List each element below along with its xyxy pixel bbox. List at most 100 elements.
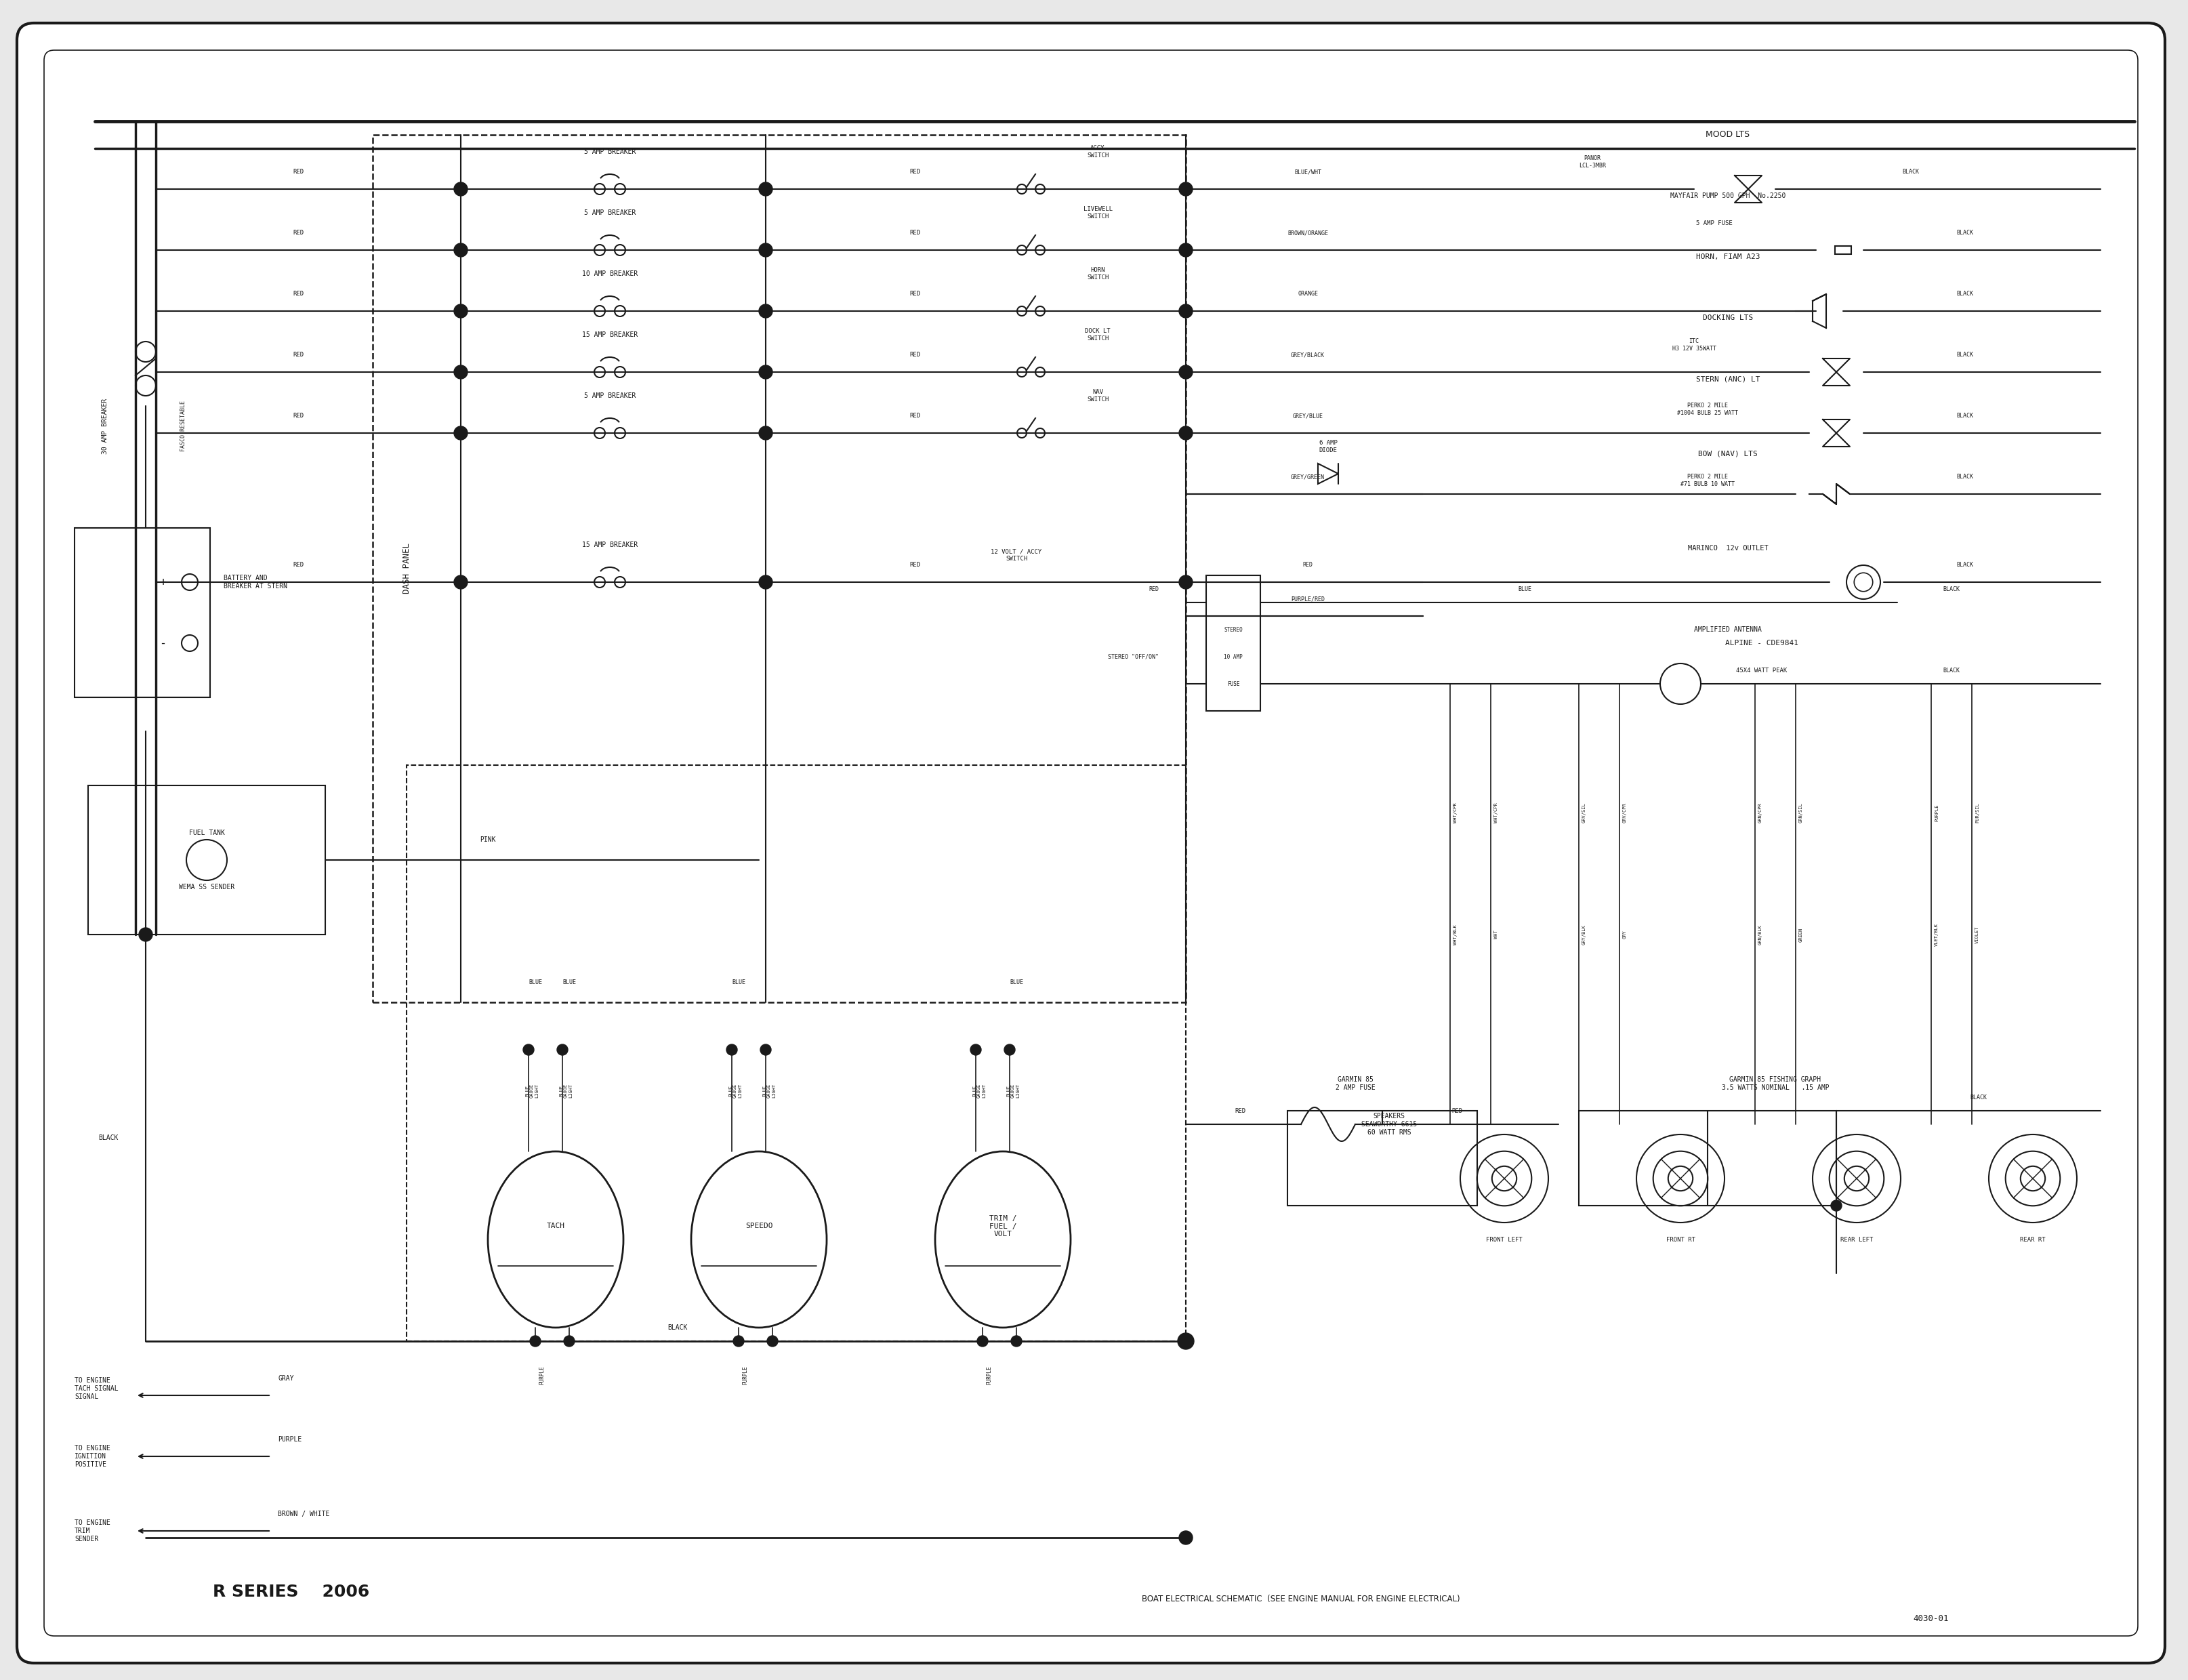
- Text: BOW (NAV) LTS: BOW (NAV) LTS: [1698, 450, 1757, 457]
- Text: GRAY: GRAY: [278, 1374, 293, 1383]
- Text: HORN, FIAM A23: HORN, FIAM A23: [1696, 254, 1759, 260]
- Text: REAR LEFT: REAR LEFT: [1840, 1236, 1873, 1243]
- Text: DASH PANEL: DASH PANEL: [403, 543, 411, 595]
- Bar: [1206, 575, 1260, 711]
- Text: PURPLE: PURPLE: [1934, 805, 1939, 822]
- Text: RED: RED: [910, 563, 921, 568]
- Text: BLUE
GAUGE
LIGHT: BLUE GAUGE LIGHT: [729, 1084, 742, 1097]
- Circle shape: [1831, 1200, 1842, 1211]
- Text: RED: RED: [293, 230, 304, 237]
- Bar: [1287, 1110, 1477, 1206]
- Text: PURPLE/RED: PURPLE/RED: [1291, 596, 1324, 601]
- Text: ALPINE - CDE9841: ALPINE - CDE9841: [1724, 640, 1799, 647]
- Text: 5 AMP BREAKER: 5 AMP BREAKER: [584, 210, 637, 217]
- Text: WHT/CPR: WHT/CPR: [1494, 803, 1499, 823]
- Text: BLUE
GAUGE
LIGHT: BLUE GAUGE LIGHT: [1006, 1084, 1020, 1097]
- Text: PURPLE: PURPLE: [538, 1366, 545, 1384]
- Circle shape: [1177, 1332, 1195, 1349]
- Text: RED: RED: [1234, 1107, 1245, 1114]
- Text: STEREO: STEREO: [1223, 627, 1243, 633]
- Text: BROWN/ORANGE: BROWN/ORANGE: [1287, 230, 1328, 237]
- Text: 4030-01: 4030-01: [1912, 1614, 1950, 1623]
- Text: ITC
H3 12V 35WATT: ITC H3 12V 35WATT: [1672, 338, 1715, 351]
- Text: BLACK: BLACK: [98, 1134, 118, 1141]
- Text: BLUE
GAUGE
LIGHT: BLUE GAUGE LIGHT: [558, 1084, 573, 1097]
- Text: VIOLET: VIOLET: [1976, 926, 1980, 942]
- Circle shape: [1004, 1045, 1015, 1055]
- Text: GREY/BLUE: GREY/BLUE: [1293, 413, 1324, 418]
- Bar: [1836, 245, 1851, 254]
- Text: 10 AMP BREAKER: 10 AMP BREAKER: [582, 270, 637, 277]
- Text: NAV
SWITCH: NAV SWITCH: [1087, 390, 1109, 402]
- Text: RED: RED: [1302, 563, 1313, 568]
- Text: BLACK: BLACK: [1956, 474, 1974, 480]
- Text: PINK: PINK: [479, 837, 497, 843]
- Text: STERN (ANC) LT: STERN (ANC) LT: [1696, 375, 1759, 383]
- Text: BLACK: BLACK: [1956, 291, 1974, 297]
- Text: BLACK: BLACK: [1943, 667, 1960, 674]
- Text: RED: RED: [1149, 586, 1160, 591]
- Circle shape: [1179, 365, 1192, 378]
- Circle shape: [529, 1336, 540, 1347]
- Text: MAYFAIR PUMP 500 GPH  No.2250: MAYFAIR PUMP 500 GPH No.2250: [1669, 193, 1785, 200]
- Text: BLUE
GAUGE
LIGHT: BLUE GAUGE LIGHT: [525, 1084, 538, 1097]
- Text: GARMIN 85 FISHING GRAPH
3.5 WATTS NOMINAL   .15 AMP: GARMIN 85 FISHING GRAPH 3.5 WATTS NOMINA…: [1722, 1077, 1829, 1090]
- Text: AMPLIFIED ANTENNA: AMPLIFIED ANTENNA: [1694, 627, 1761, 633]
- Text: BLUE: BLUE: [562, 979, 575, 984]
- Text: GRY: GRY: [1623, 931, 1628, 939]
- Text: 5 AMP BREAKER: 5 AMP BREAKER: [584, 393, 637, 400]
- Circle shape: [1179, 304, 1192, 318]
- Circle shape: [523, 1045, 534, 1055]
- Text: RED: RED: [293, 563, 304, 568]
- Text: FRONT LEFT: FRONT LEFT: [1486, 1236, 1523, 1243]
- Circle shape: [978, 1336, 989, 1347]
- Text: BLACK: BLACK: [1969, 1094, 1987, 1100]
- Text: RED: RED: [910, 230, 921, 237]
- Text: BLUE: BLUE: [731, 979, 746, 984]
- Text: 15 AMP BREAKER: 15 AMP BREAKER: [582, 331, 637, 338]
- Text: BLUE: BLUE: [529, 979, 543, 984]
- Text: ORANGE: ORANGE: [1297, 291, 1317, 297]
- Text: WEMA SS SENDER: WEMA SS SENDER: [179, 884, 234, 890]
- Bar: [407, 764, 1186, 1341]
- Text: MARINCO  12v OUTLET: MARINCO 12v OUTLET: [1687, 544, 1768, 551]
- Text: BLACK: BLACK: [1956, 413, 1974, 418]
- Text: RED: RED: [910, 353, 921, 358]
- Text: WHT: WHT: [1494, 931, 1499, 939]
- Circle shape: [969, 1045, 980, 1055]
- Circle shape: [453, 575, 468, 590]
- Text: TACH: TACH: [547, 1223, 565, 1230]
- Text: BLUE
GAUGE
LIGHT: BLUE GAUGE LIGHT: [761, 1084, 777, 1097]
- Text: 5 AMP BREAKER: 5 AMP BREAKER: [584, 148, 637, 155]
- Circle shape: [1179, 1530, 1192, 1544]
- Text: BOAT ELECTRICAL SCHEMATIC  (SEE ENGINE MANUAL FOR ENGINE ELECTRICAL): BOAT ELECTRICAL SCHEMATIC (SEE ENGINE MA…: [1142, 1594, 1459, 1603]
- Circle shape: [759, 365, 772, 378]
- Text: LIVEWELL
SWITCH: LIVEWELL SWITCH: [1083, 207, 1112, 220]
- Text: PURPLE: PURPLE: [987, 1366, 993, 1384]
- Circle shape: [453, 244, 468, 257]
- Text: GREEN: GREEN: [1799, 927, 1803, 942]
- Text: FUEL TANK: FUEL TANK: [188, 830, 225, 837]
- Circle shape: [759, 575, 772, 590]
- Text: WHT/BLK: WHT/BLK: [1453, 924, 1457, 944]
- Text: MOOD LTS: MOOD LTS: [1707, 131, 1750, 139]
- Circle shape: [759, 183, 772, 197]
- Text: 12 VOLT / ACCY
SWITCH: 12 VOLT / ACCY SWITCH: [991, 548, 1041, 561]
- Text: PERKO 2 MILE
#1004 BULB 25 WATT: PERKO 2 MILE #1004 BULB 25 WATT: [1676, 403, 1737, 417]
- Text: RED: RED: [910, 413, 921, 418]
- Text: GRV/SIL: GRV/SIL: [1582, 803, 1586, 823]
- Circle shape: [726, 1045, 737, 1055]
- Text: VLET/BLK: VLET/BLK: [1934, 922, 1939, 946]
- Bar: [88, 786, 326, 934]
- Text: WHT/CPR: WHT/CPR: [1453, 803, 1457, 823]
- Text: BLUE
GAUGE
LIGHT: BLUE GAUGE LIGHT: [971, 1084, 987, 1097]
- Text: SPEEDO: SPEEDO: [746, 1223, 772, 1230]
- Text: BLUE: BLUE: [1518, 586, 1532, 591]
- Text: 6 AMP
DIODE: 6 AMP DIODE: [1319, 440, 1337, 454]
- Text: PURPLE: PURPLE: [742, 1366, 748, 1384]
- Text: TO ENGINE
IGNITION
POSITIVE: TO ENGINE IGNITION POSITIVE: [74, 1445, 109, 1468]
- Text: BLUE/WHT: BLUE/WHT: [1295, 170, 1322, 175]
- Text: STEREO "OFF/ON": STEREO "OFF/ON": [1107, 654, 1160, 660]
- Text: RED: RED: [910, 170, 921, 175]
- Circle shape: [453, 304, 468, 318]
